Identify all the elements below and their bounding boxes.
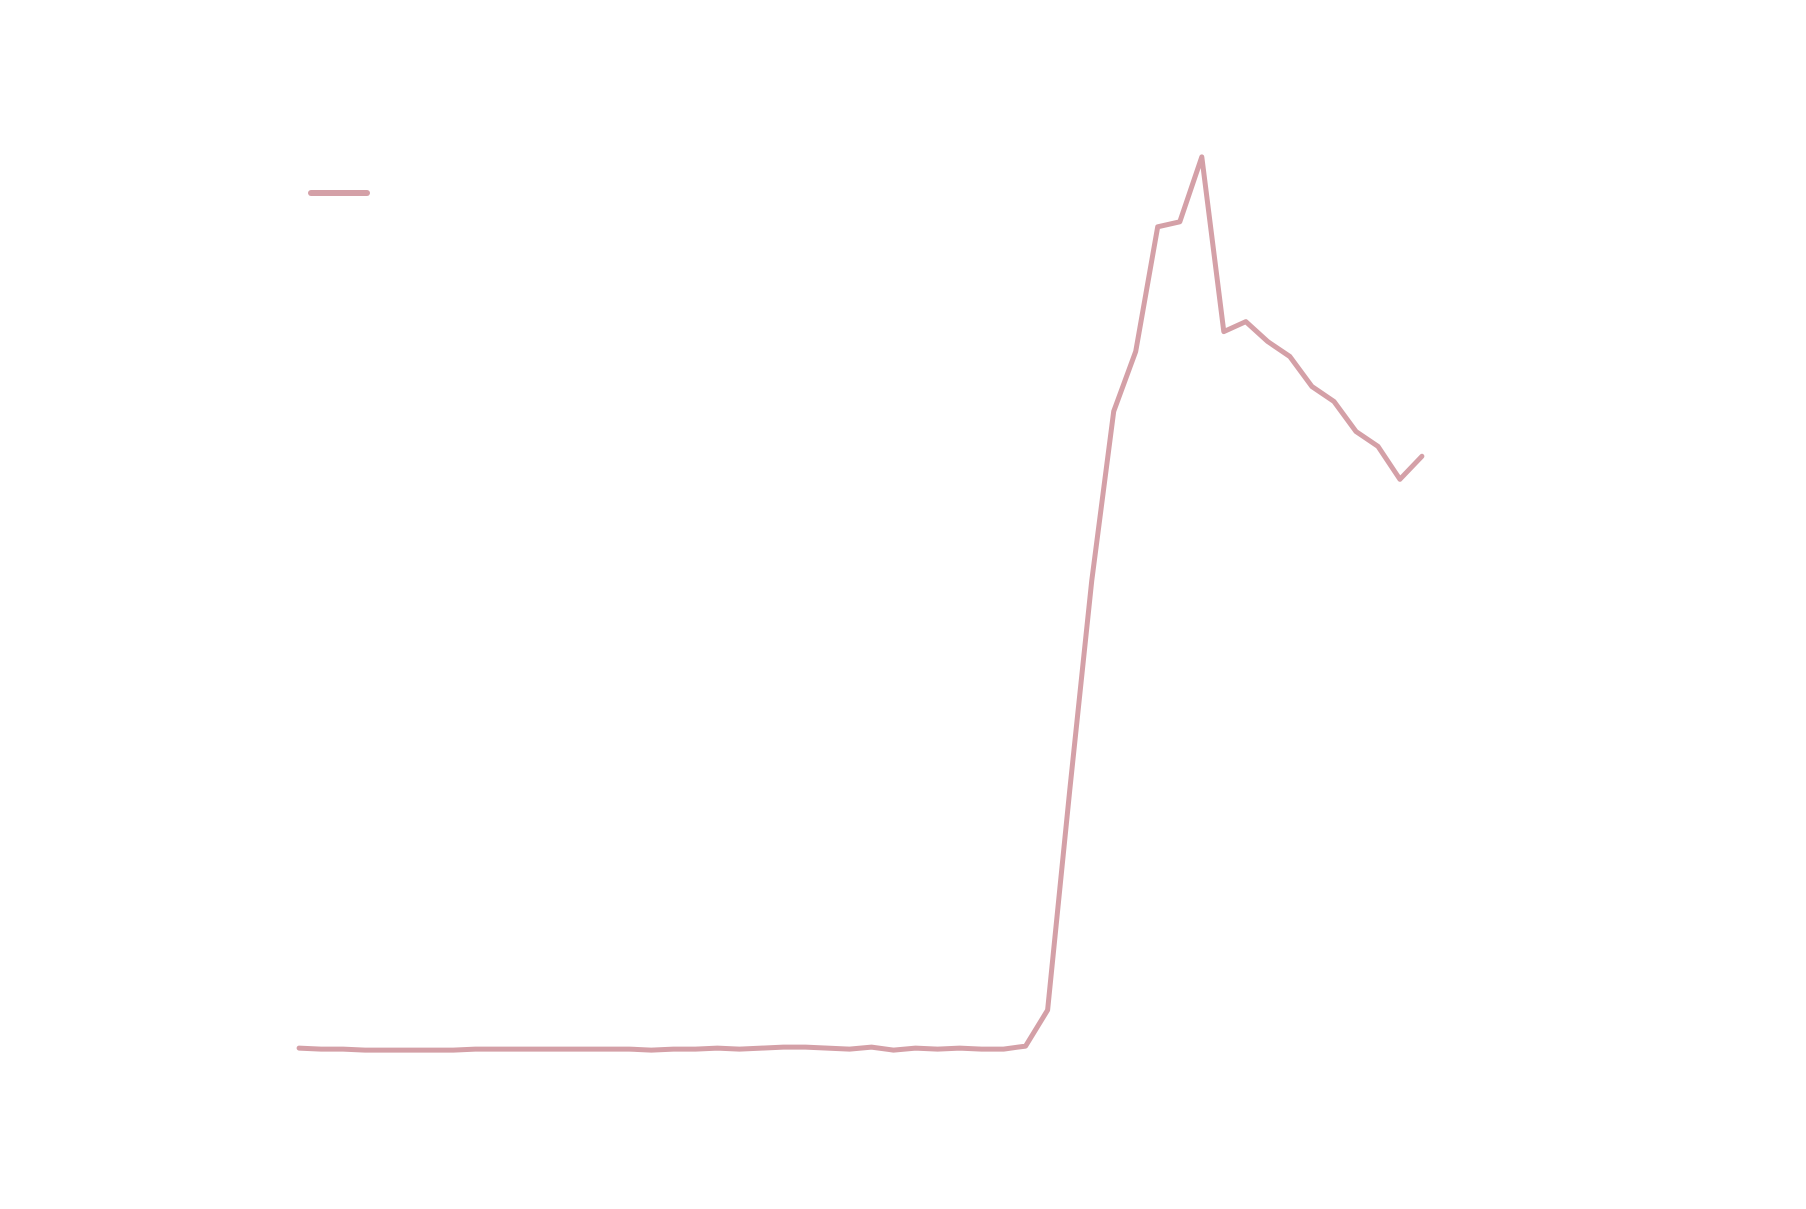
plot-area	[296, 154, 1425, 1053]
series-line-0	[296, 154, 1425, 1053]
